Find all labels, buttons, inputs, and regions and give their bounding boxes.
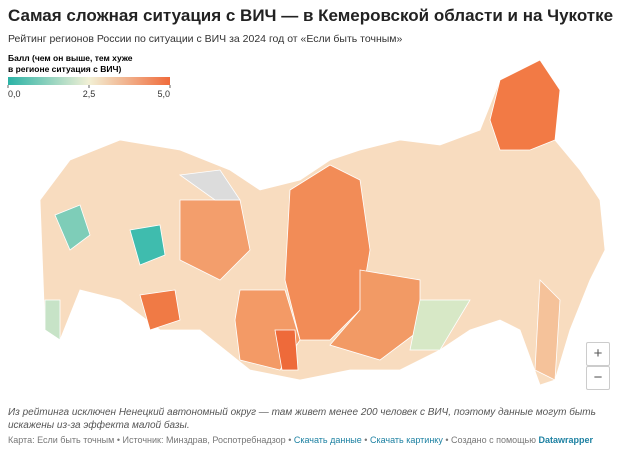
legend-tick-label: 5,0 <box>157 89 170 99</box>
zoom-out[interactable]: − <box>586 366 610 390</box>
title: Самая сложная ситуация с ВИЧ — в Кемеров… <box>8 6 614 25</box>
link[interactable]: Скачать картинку <box>369 435 443 445</box>
legend-title: Балл (чем он выше, тем хуже <box>8 53 133 63</box>
region <box>178 169 241 201</box>
region <box>139 289 181 331</box>
regions <box>39 59 606 386</box>
separator: • <box>364 435 368 445</box>
legend-tick-label: 0,0 <box>8 89 21 99</box>
credit: Карта: Если быть точным <box>8 435 115 445</box>
made-with: Создано с помощью <box>451 435 536 445</box>
note: Из рейтинга исключен Ненецкий автономный… <box>8 407 596 431</box>
map: Балл (чем он выше, тем хуже в регионе си… <box>7 53 606 386</box>
region <box>409 299 471 351</box>
region <box>489 59 561 151</box>
separator: • <box>288 435 292 445</box>
legend-bar <box>8 77 170 85</box>
link[interactable]: Скачать данные <box>293 435 362 445</box>
region <box>54 204 91 251</box>
source: Источник: Минздрав, Роспотребнадзор <box>122 435 286 445</box>
tool-link[interactable]: Datawrapper <box>538 435 594 445</box>
footer: Карта: Если быть точным • Источник: Минз… <box>8 435 593 445</box>
subtitle: Рейтинг регионов России по ситуации с ВИ… <box>8 33 403 45</box>
legend-title: в регионе ситуация с ВИЧ) <box>8 64 121 74</box>
region <box>329 269 421 361</box>
region <box>274 329 299 371</box>
region <box>44 299 61 341</box>
region <box>129 224 166 266</box>
zoom-in[interactable]: + <box>586 342 610 366</box>
legend: Балл (чем он выше, тем хуже в регионе си… <box>7 53 171 99</box>
separator: • <box>116 435 121 445</box>
legend-tick-label: 2,5 <box>83 89 96 99</box>
separator: • <box>445 435 449 445</box>
region <box>534 279 561 381</box>
